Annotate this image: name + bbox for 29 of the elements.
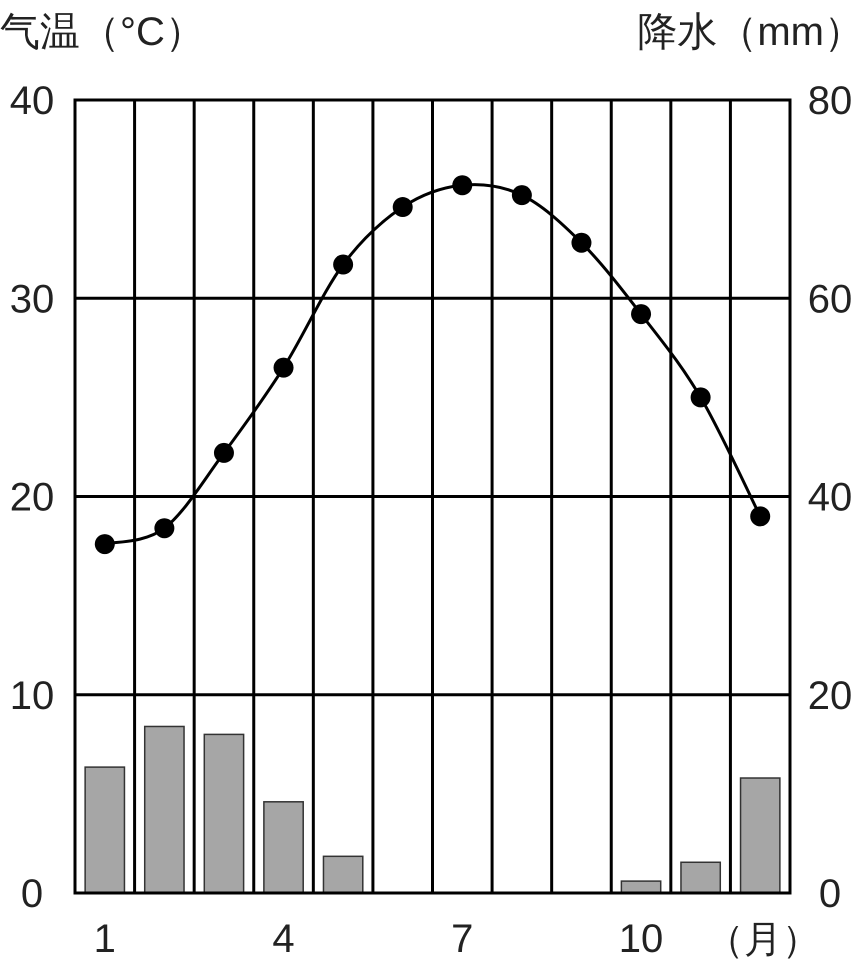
point: [452, 175, 472, 196]
y2-tick-label: 20: [808, 674, 852, 718]
x-tick-label: 4: [272, 917, 295, 961]
point: [392, 197, 413, 218]
x-tick-label: 7: [451, 917, 474, 961]
y2-axis-title: 降水（mm）: [637, 10, 864, 54]
point: [94, 534, 115, 554]
point: [690, 387, 711, 408]
point: [274, 358, 294, 378]
point: [750, 506, 770, 526]
point: [571, 232, 592, 253]
x-tick-label: 10: [618, 917, 664, 961]
y2-tick-label: 0: [818, 872, 842, 916]
point: [631, 304, 652, 324]
y-tick-label: 0: [20, 872, 44, 916]
y-tick-label: 30: [10, 277, 54, 322]
point: [512, 185, 532, 206]
y2-tick-label: 40: [808, 476, 852, 520]
y2-tick-label: 80: [808, 79, 852, 123]
x-axis-title: （月）: [706, 919, 820, 961]
point: [154, 518, 174, 538]
y-tick-label: 40: [10, 79, 54, 123]
point: [214, 442, 234, 463]
y-tick-label: 10: [10, 674, 54, 718]
point: [333, 254, 354, 275]
x-tick-label: 1: [94, 917, 116, 961]
y-tick-label: 20: [10, 476, 54, 520]
y-axis-title: 气温（°C）: [0, 10, 205, 54]
y2-tick-label: 60: [808, 277, 852, 322]
